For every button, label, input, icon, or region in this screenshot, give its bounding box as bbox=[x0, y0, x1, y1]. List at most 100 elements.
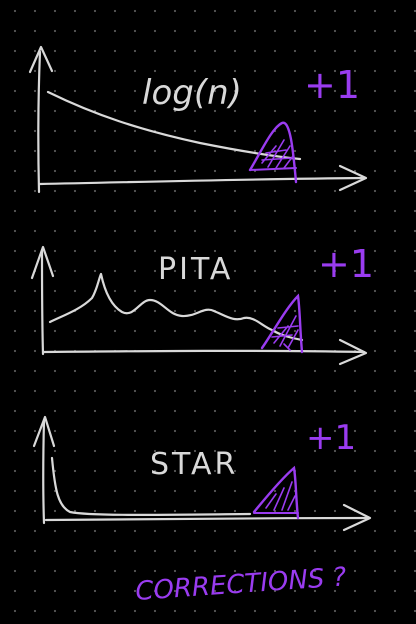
grid-dot bbox=[73, 489, 77, 493]
grid-dot bbox=[193, 529, 197, 533]
grid-dot bbox=[413, 489, 416, 493]
grid-dot bbox=[293, 429, 297, 433]
grid-dot bbox=[173, 189, 177, 193]
grid-dot bbox=[333, 269, 337, 273]
grid-dot bbox=[413, 269, 416, 273]
grid-dot bbox=[133, 269, 137, 273]
grid-dot bbox=[93, 89, 97, 93]
grid-dot bbox=[93, 169, 97, 173]
grid-dot bbox=[213, 149, 217, 153]
grid-dot bbox=[333, 29, 337, 33]
grid-dot bbox=[53, 329, 57, 333]
grid-dot bbox=[233, 429, 237, 433]
grid-dot bbox=[113, 449, 117, 453]
grid-dot bbox=[73, 569, 77, 573]
grid-dot bbox=[33, 49, 37, 53]
grid-dot bbox=[153, 449, 157, 453]
grid-dot bbox=[13, 229, 17, 233]
grid-dot bbox=[233, 309, 237, 313]
grid-dot bbox=[113, 149, 117, 153]
grid-dot bbox=[393, 9, 397, 13]
grid-dot bbox=[353, 29, 357, 33]
grid-dot bbox=[153, 589, 157, 593]
grid-dot bbox=[173, 149, 177, 153]
grid-dot bbox=[113, 289, 117, 293]
grid-dot bbox=[353, 429, 357, 433]
grid-dot bbox=[393, 209, 397, 213]
grid-dot bbox=[193, 129, 197, 133]
grid-dot bbox=[213, 549, 217, 553]
grid-dot bbox=[93, 309, 97, 313]
grid-dot bbox=[93, 329, 97, 333]
grid-dot bbox=[253, 69, 257, 73]
grid-dot bbox=[353, 449, 357, 453]
increment-label: +1 bbox=[306, 418, 356, 458]
grid-dot bbox=[173, 369, 177, 373]
grid-dot bbox=[93, 389, 97, 393]
grid-dot bbox=[293, 69, 297, 73]
grid-dot bbox=[393, 89, 397, 93]
grid-dot bbox=[293, 249, 297, 253]
grid-dot bbox=[393, 509, 397, 513]
grid-dot bbox=[113, 49, 117, 53]
grid-dot bbox=[33, 429, 37, 433]
grid-dot bbox=[293, 609, 297, 613]
grid-dot bbox=[13, 569, 17, 573]
grid-dot bbox=[53, 569, 57, 573]
grid-dot bbox=[73, 289, 77, 293]
grid-dot bbox=[313, 429, 317, 433]
grid-dot bbox=[353, 569, 357, 573]
grid-dot bbox=[33, 409, 37, 413]
grid-dot bbox=[53, 449, 57, 453]
grid-dot bbox=[53, 609, 57, 613]
grid-dot bbox=[373, 449, 377, 453]
grid-dot bbox=[73, 149, 77, 153]
grid-dot bbox=[273, 609, 277, 613]
grid-dot bbox=[333, 89, 337, 93]
grid-dot bbox=[373, 89, 377, 93]
grid-dot bbox=[193, 29, 197, 33]
grid-dot bbox=[233, 169, 237, 173]
grid-dot bbox=[273, 209, 277, 213]
grid-dot bbox=[413, 509, 416, 513]
grid-dot bbox=[413, 169, 416, 173]
grid-dot bbox=[173, 389, 177, 393]
grid-dot bbox=[253, 369, 257, 373]
grid-dot bbox=[113, 69, 117, 73]
grid-dot bbox=[33, 129, 37, 133]
panel-label: STAR bbox=[150, 447, 238, 482]
grid-dot bbox=[313, 149, 317, 153]
grid-dot bbox=[293, 409, 297, 413]
grid-dot bbox=[93, 489, 97, 493]
grid-dot bbox=[193, 329, 197, 333]
grid-dot bbox=[233, 589, 237, 593]
grid-dot bbox=[173, 329, 177, 333]
grid-dot bbox=[213, 609, 217, 613]
grid-dot bbox=[293, 9, 297, 13]
grid-dot bbox=[13, 129, 17, 133]
grid-dot bbox=[253, 289, 257, 293]
grid-dot bbox=[93, 269, 97, 273]
grid-dot bbox=[273, 549, 277, 553]
grid-dot bbox=[353, 389, 357, 393]
grid-dot bbox=[73, 29, 77, 33]
grid-dot bbox=[333, 489, 337, 493]
grid-dot bbox=[73, 49, 77, 53]
grid-dot bbox=[113, 569, 117, 573]
grid-dot bbox=[73, 529, 77, 533]
grid-dot bbox=[13, 289, 17, 293]
grid-dot bbox=[193, 249, 197, 253]
grid-dot bbox=[233, 509, 237, 513]
grid-dot bbox=[33, 149, 37, 153]
grid-dot bbox=[93, 469, 97, 473]
grid-dot bbox=[133, 489, 137, 493]
grid-dot bbox=[13, 209, 17, 213]
grid-dot bbox=[353, 609, 357, 613]
y-axis bbox=[37, 50, 42, 194]
grid-dot bbox=[113, 429, 117, 433]
grid-dot bbox=[313, 269, 317, 273]
grid-dot bbox=[173, 549, 177, 553]
grid-dot bbox=[193, 469, 197, 473]
y-axis-arrowhead bbox=[30, 245, 55, 280]
grid-dot bbox=[33, 609, 37, 613]
